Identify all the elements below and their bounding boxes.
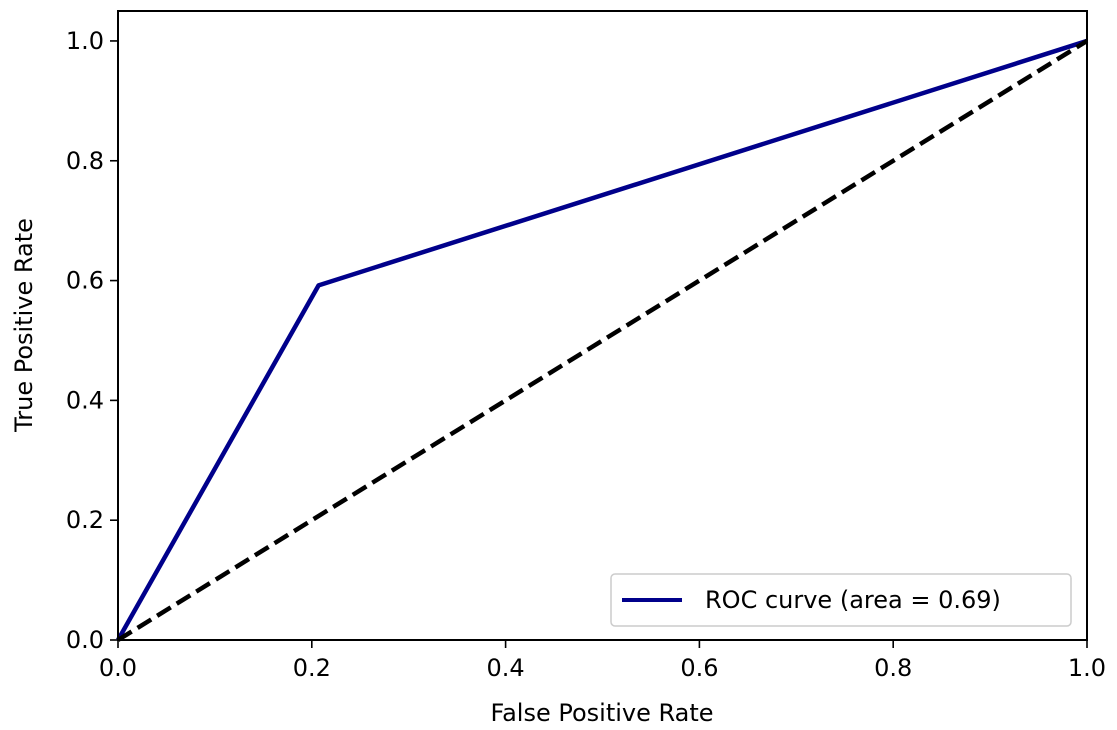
legend: ROC curve (area = 0.69): [610, 573, 1072, 627]
x-tick-label: 0.6: [680, 654, 718, 682]
y-tick-label: 0.0: [66, 626, 104, 654]
y-tick-label: 0.8: [66, 147, 104, 175]
x-tick-label: 0.8: [874, 654, 912, 682]
y-axis-ticks: 0.0 0.2 0.4 0.6 0.8 1.0: [66, 27, 118, 654]
x-tick-label: 0.0: [99, 654, 137, 682]
legend-box: [610, 573, 1072, 627]
y-tick-label: 0.6: [66, 267, 104, 295]
y-tick-label: 1.0: [66, 27, 104, 55]
x-axis-ticks: 0.0 0.2 0.4 0.6 0.8 1.0: [99, 640, 1106, 682]
x-tick-label: 0.4: [487, 654, 525, 682]
y-tick-label: 0.2: [66, 506, 104, 534]
roc-curve-line: [116, 38, 1088, 642]
legend-label: ROC curve (area = 0.69): [705, 586, 1001, 614]
plot-area: [116, 10, 1089, 642]
plot-frame: [117, 10, 1088, 641]
y-axis-label: True Positive Rate: [10, 218, 38, 433]
chance-diagonal-line: [116, 39, 1089, 642]
x-tick-label: 1.0: [1068, 654, 1106, 682]
x-tick-label: 0.2: [293, 654, 331, 682]
y-tick-label: 0.4: [66, 386, 104, 414]
x-axis-label: False Positive Rate: [490, 699, 713, 727]
